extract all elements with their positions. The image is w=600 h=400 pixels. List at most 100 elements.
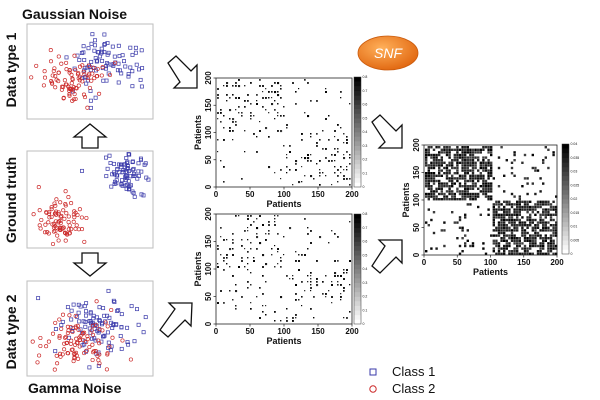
matrix-cell — [223, 181, 225, 183]
class-2-marker — [110, 335, 115, 340]
matrix-cell — [229, 290, 231, 292]
matrix-cell — [310, 136, 312, 138]
class-1-marker — [101, 306, 106, 311]
matrix-cell — [435, 190, 438, 193]
class-2-marker — [58, 200, 63, 205]
matrix-cell — [510, 203, 514, 206]
matrix-cells — [217, 79, 351, 186]
matrix-cell — [274, 221, 276, 223]
class-2-marker — [46, 211, 52, 216]
matrix-cell — [427, 208, 430, 211]
matrix-cell — [316, 260, 318, 262]
matrix-cell — [316, 145, 318, 147]
class-2-marker — [67, 231, 72, 236]
matrix-cell — [464, 174, 467, 177]
class-1-marker — [118, 334, 123, 338]
x-tick-label: 50 — [246, 190, 255, 199]
class-1-marker — [128, 45, 133, 50]
matrix-cell — [549, 244, 553, 248]
matrix-cell — [232, 248, 234, 250]
matrix-cell — [346, 151, 348, 153]
class-1-marker — [102, 333, 107, 338]
matrix-cell — [549, 216, 553, 219]
matrix-cell — [241, 178, 243, 180]
matrix-cell — [310, 284, 312, 286]
matrix-cell — [343, 278, 345, 280]
matrix-cell — [298, 88, 300, 90]
class-1-marker — [139, 48, 144, 53]
matrix-cell — [310, 287, 312, 289]
matrix-cell — [448, 185, 451, 188]
class-2-marker — [67, 68, 72, 73]
colorbar-segment — [562, 212, 569, 218]
class-2-marker — [79, 215, 84, 220]
colorbar-segment — [354, 150, 361, 156]
matrix-cell — [217, 112, 219, 114]
colorbar-segment — [562, 162, 569, 168]
matrix-cell — [503, 174, 506, 177]
matrix-cell — [542, 159, 545, 162]
matrix-cell — [286, 154, 288, 156]
colorbar-segment — [354, 273, 361, 279]
class-2-marker — [97, 341, 102, 346]
matrix-cell — [555, 211, 558, 214]
matrix-cell — [241, 115, 243, 117]
matrix-cell — [440, 198, 443, 201]
matrix-cell — [262, 91, 264, 93]
x-tick-label: 200 — [345, 327, 359, 336]
matrix-cell — [495, 216, 498, 219]
matrix-cell — [549, 250, 553, 253]
matrix-cell — [349, 184, 351, 186]
matrix-cell — [497, 244, 501, 248]
matrix-cell — [534, 231, 537, 235]
matrix-cell — [337, 281, 339, 283]
matrix-cell — [443, 151, 446, 154]
class-2-marker — [56, 70, 61, 75]
matrix-cell — [495, 200, 498, 203]
matrix-cell — [469, 148, 472, 151]
matrix-cell — [521, 216, 524, 219]
matrix-cell — [220, 109, 222, 111]
matrix-cell — [471, 169, 475, 172]
matrix-cell — [552, 205, 555, 209]
class-1-marker — [77, 319, 82, 324]
matrix-cell — [521, 229, 524, 232]
class-1-marker — [123, 64, 128, 69]
matrix-cell — [310, 290, 312, 292]
matrix-cell — [226, 239, 228, 241]
matrix-cell — [448, 148, 451, 151]
matrix-cell — [474, 166, 477, 170]
matrix-cell — [518, 224, 521, 227]
matrix-cell — [505, 200, 508, 203]
colorbar-segment — [354, 282, 361, 288]
matrix-cell — [268, 230, 270, 232]
matrix-cell — [448, 179, 451, 183]
class-2-marker — [95, 66, 100, 71]
class-2-marker — [85, 334, 90, 339]
class-2-marker — [66, 227, 71, 232]
class-2-marker — [75, 72, 80, 77]
matrix-cell — [552, 244, 555, 248]
matrix-cell — [328, 160, 330, 162]
matrix-cell — [490, 148, 493, 151]
matrix-cell — [307, 227, 309, 229]
matrix-cell — [531, 211, 534, 214]
matrix-cell — [456, 146, 459, 149]
class-2-marker — [72, 53, 77, 58]
matrix-cell — [430, 156, 433, 159]
matrix-cell — [438, 161, 441, 164]
matrix-cell — [274, 215, 276, 217]
matrix-cell — [549, 239, 553, 242]
matrix-cell — [430, 161, 433, 164]
matrix-cell — [232, 254, 234, 256]
matrix-cell — [513, 153, 516, 157]
matrix-cell — [518, 237, 521, 240]
matrix-cell — [453, 177, 456, 180]
class-1-marker — [77, 58, 82, 62]
matrix-cell — [487, 172, 490, 175]
class-2-marker — [105, 351, 110, 356]
matrix-cell — [458, 198, 462, 201]
matrix-cell — [510, 229, 514, 232]
class-2-marker — [31, 212, 36, 217]
class-2-marker — [82, 72, 87, 77]
